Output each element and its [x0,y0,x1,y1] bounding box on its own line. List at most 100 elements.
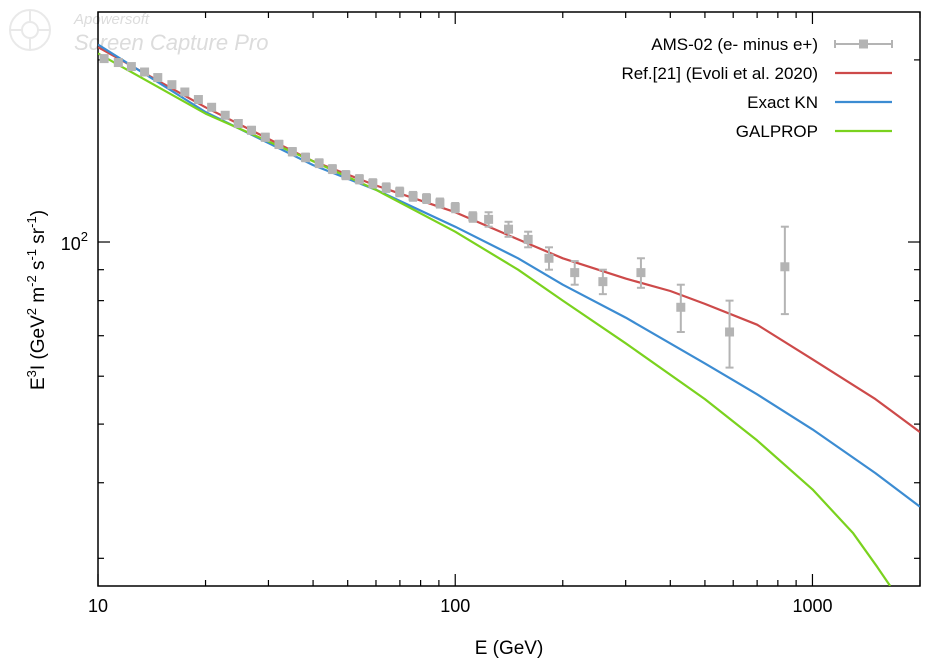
data-point [504,220,514,238]
data-marker [544,253,554,263]
data-point [314,158,324,169]
data-point [570,260,580,286]
y-tick-label-base: 10 [61,234,81,254]
data-marker [153,73,163,83]
data-point [354,174,364,185]
series-line-2 [98,43,920,508]
data-marker [422,194,432,204]
data-marker [484,214,494,224]
data-marker [301,152,311,162]
legend-entry: Exact KN [747,93,892,112]
data-point [140,67,150,77]
x-tick-label: 10 [88,596,108,616]
data-marker [395,187,405,197]
legend-label: GALPROP [736,122,818,141]
data-marker [327,164,337,174]
data-marker [274,139,284,149]
data-point [408,190,418,202]
legend-entry: GALPROP [736,122,892,141]
data-point [153,73,163,83]
data-point [247,125,257,135]
watermark-logo-icon [9,9,51,51]
data-marker [113,58,123,68]
data-point [636,257,646,289]
watermark-line1: Apowersoft [73,11,150,28]
data-point [381,182,391,193]
data-marker [408,191,418,201]
y-tick-label-exp: 2 [81,229,88,244]
data-point [207,102,217,112]
legend-swatch-marker [859,39,868,49]
data-point [233,118,243,128]
data-point [287,147,297,157]
legend-label: Ref.[21] (Evoli et al. 2020) [621,64,818,83]
svg-text:E3I (GeV2 m-2 s-1 sr-1): E3I (GeV2 m-2 s-1 sr-1) [24,210,49,390]
data-marker [598,277,608,287]
data-point [468,211,478,223]
legend-entry: Ref.[21] (Evoli et al. 2020) [621,64,892,83]
data-point [113,58,123,68]
data-marker [523,234,533,244]
watermark: Apowersoft Screen Capture Pro [9,9,268,55]
data-point [341,170,351,181]
data-marker [636,268,646,278]
data-marker [354,174,364,184]
data-point [274,139,284,150]
plot-frame [97,11,921,587]
legend: AMS-02 (e- minus e+) Ref.[21] (Evoli et a… [621,35,893,141]
data-point [167,80,177,90]
data-marker [193,95,203,105]
data-marker [314,158,324,168]
data-point [193,95,203,105]
data-marker [260,132,270,142]
x-tick-label: 100 [440,596,470,616]
data-marker [381,183,391,193]
legend-label: AMS-02 (e- minus e+) [651,35,818,54]
data-point [435,197,445,209]
data-point [368,178,378,189]
data-marker [341,170,351,180]
x-tick-label: 1000 [792,596,832,616]
data-marker [435,198,445,208]
data-marker [468,212,478,222]
data-point [260,132,270,142]
data-points [99,54,790,369]
data-marker [167,80,177,90]
data-point [99,54,109,64]
data-point [523,230,533,249]
x-axis-title: E (GeV) [475,638,544,659]
data-point [598,268,608,296]
data-marker [676,302,686,312]
data-marker [220,110,230,120]
data-point [301,152,311,163]
data-marker [247,125,257,135]
data-marker [450,203,460,213]
data-marker [140,67,150,77]
data-marker [287,147,297,157]
data-marker [725,327,735,337]
data-point [327,164,337,175]
legend-entry: AMS-02 (e- minus e+) [651,35,893,54]
data-marker [780,262,790,272]
data-marker [504,224,514,234]
data-marker [233,118,243,128]
data-marker [180,87,190,97]
data-point [220,110,230,120]
y-tick-label: 102 [61,229,88,254]
data-point [422,193,432,205]
data-marker [570,268,580,278]
data-point [484,211,494,228]
data-point [126,62,136,72]
data-point [180,87,190,97]
data-point [450,202,460,214]
data-marker [126,62,136,72]
data-marker [368,178,378,188]
data-point [395,186,405,198]
legend-label: Exact KN [747,93,818,112]
data-marker [99,54,109,64]
data-point [544,246,554,271]
data-marker [207,102,217,112]
data-point [676,283,686,333]
